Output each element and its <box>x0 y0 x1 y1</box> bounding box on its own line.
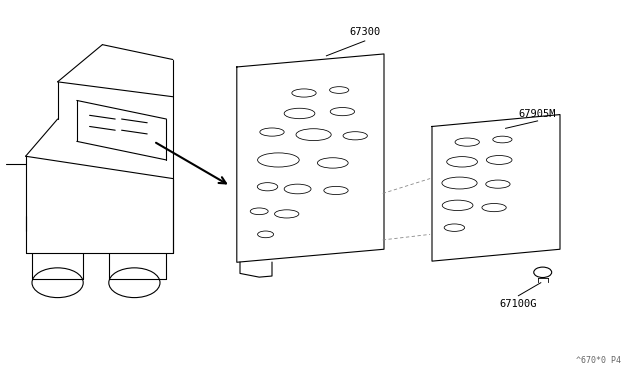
Text: 67100G: 67100G <box>500 299 537 310</box>
Text: 67300: 67300 <box>349 27 380 37</box>
Text: 67905M: 67905M <box>519 109 556 119</box>
Text: ^670*0 P4: ^670*0 P4 <box>576 356 621 365</box>
